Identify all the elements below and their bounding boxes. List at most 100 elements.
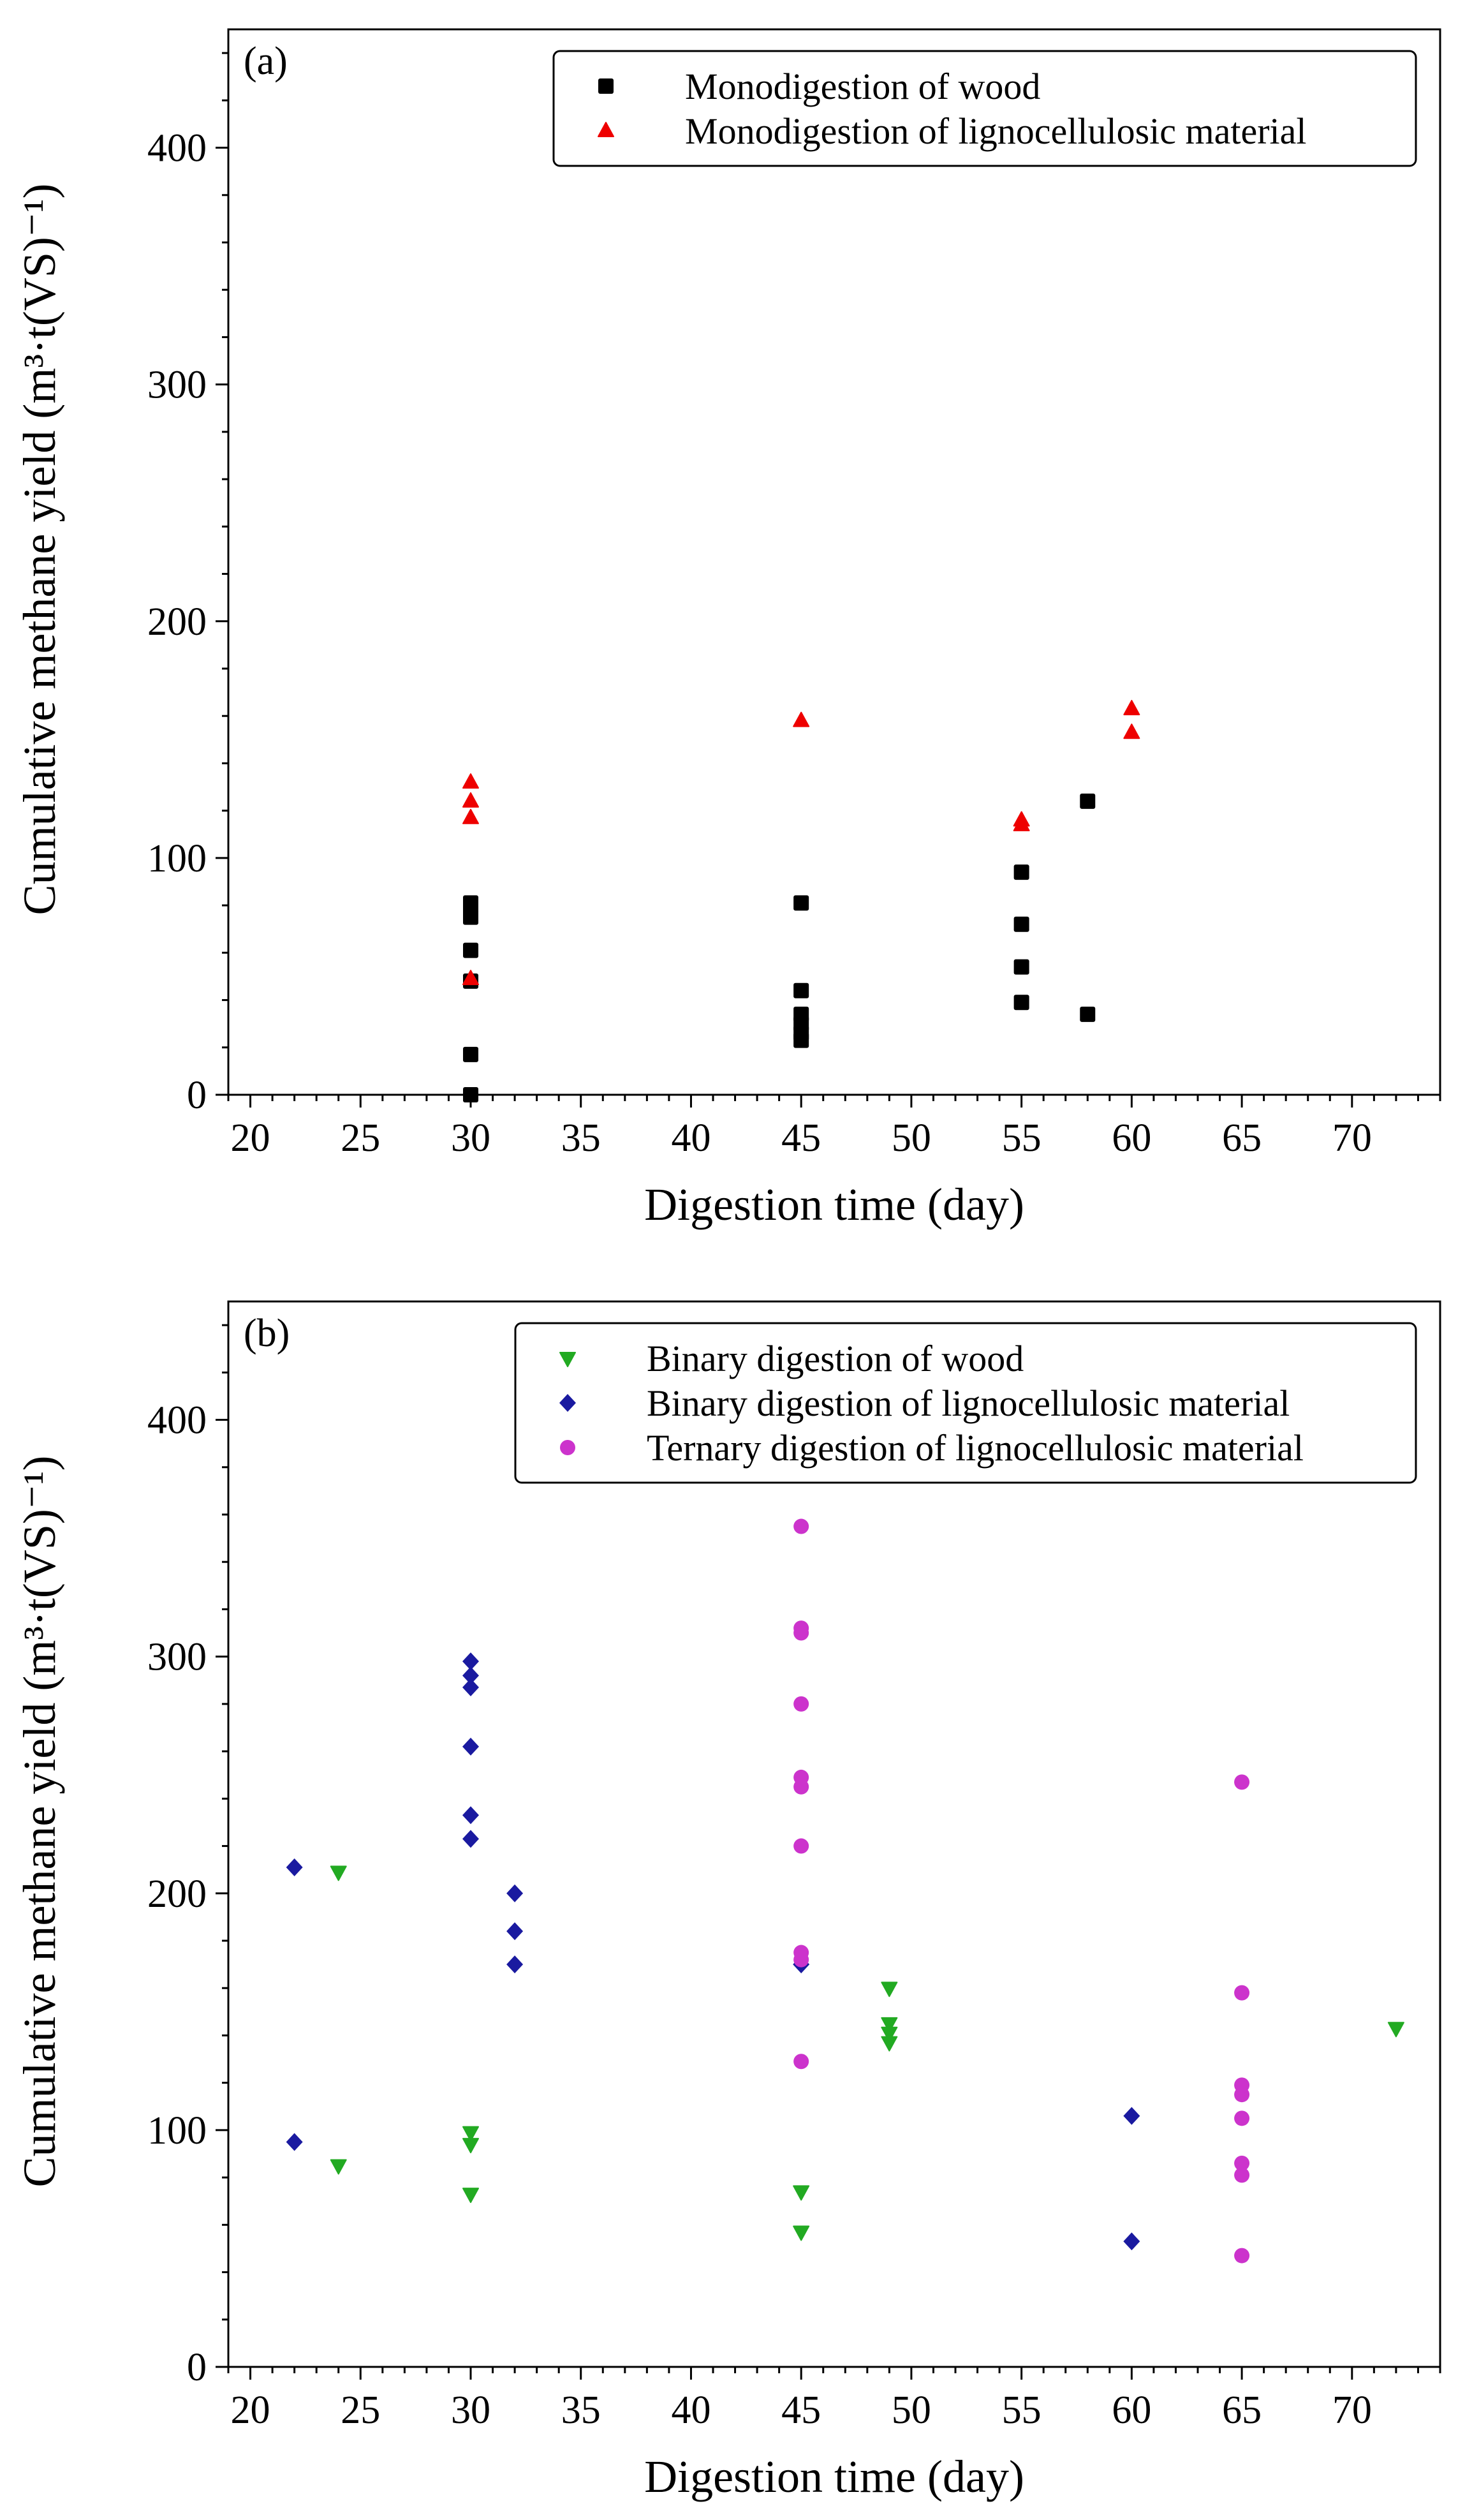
x-axis-label-a: Digestion time (day) [644, 1179, 1024, 1230]
x-tick-label-b-65: 65 [1222, 2389, 1262, 2432]
data-point-b-2-2 [793, 1945, 809, 1960]
x-tick-label-b-35: 35 [561, 2389, 601, 2432]
data-point-b-1-7 [462, 1652, 479, 1671]
data-point-a-1-7 [1123, 723, 1140, 739]
data-point-b-0-2 [462, 2188, 479, 2204]
x-tick-label-a-70: 70 [1332, 1116, 1372, 1160]
data-point-a-1-2 [462, 792, 479, 808]
x-tick-label-b-45: 45 [781, 2389, 821, 2432]
x-axis-label-b: Digestion time (day) [644, 2451, 1024, 2502]
y-tick-label-a-200: 200 [147, 600, 207, 644]
data-point-b-0-1 [330, 1865, 347, 1881]
plot-frame-b [227, 1300, 1441, 2368]
data-point-b-2-13 [1234, 2110, 1250, 2126]
x-tick-label-b-55: 55 [1002, 2389, 1042, 2432]
y-tick-label-b-300: 300 [147, 1636, 207, 1679]
x-tick-label-a-60: 60 [1112, 1116, 1151, 1160]
data-point-b-1-12 [1123, 2232, 1140, 2251]
plot-frame-a [227, 28, 1441, 1096]
legend-label-b-2: Ternary digestion of lignocellulosic mat… [647, 1427, 1304, 1469]
x-tick-label-a-40: 40 [671, 1116, 710, 1160]
legend-label-b-1: Binary digestion of lignocellulosic mate… [647, 1382, 1290, 1424]
data-point-a-0-11 [793, 982, 809, 998]
data-point-b-0-5 [793, 2225, 810, 2241]
data-point-b-1-0 [286, 2133, 303, 2151]
data-point-b-0-0 [330, 2159, 347, 2175]
data-point-b-1-6 [462, 1666, 479, 1685]
x-tick-label-a-25: 25 [341, 1116, 380, 1160]
panel-a: 20 25 30 35 40 45 50 55 60 65 70 0 100 200 300 400 Diges… [14, 28, 1441, 1230]
data-point-b-0-4 [462, 2126, 479, 2142]
data-point-b-2-8 [793, 1620, 809, 1636]
panel-label-b: (b) [244, 1312, 290, 1355]
x-tick-label-a-30: 30 [451, 1116, 490, 1160]
legend-box-b [514, 1322, 1417, 1484]
data-point-a-0-12 [793, 895, 809, 911]
data-point-b-0-10 [881, 1982, 898, 1997]
panel-b: 20 25 30 35 40 45 50 55 60 65 70 0 100 200 300 400 Diges… [14, 1300, 1441, 2502]
data-point-b-2-0 [793, 2054, 809, 2070]
data-point-b-1-10 [506, 1884, 524, 1902]
data-point-b-0-9 [881, 2017, 898, 2033]
x-tick-label-a-45: 45 [781, 1116, 821, 1160]
x-tick-label-a-35: 35 [561, 1116, 601, 1160]
legend-label-a-1: Monodigestion of lignocellulosic materia… [685, 110, 1307, 152]
data-point-b-1-5 [462, 1678, 479, 1696]
y-tick-label-a-0: 0 [187, 1074, 207, 1117]
data-point-b-2-15 [1234, 2077, 1250, 2093]
data-point-b-0-11 [1387, 2022, 1404, 2038]
data-point-a-1-1 [462, 808, 479, 824]
x-tick-label-b-60: 60 [1112, 2389, 1151, 2432]
data-point-b-2-10 [1234, 2248, 1250, 2264]
x-tick-label-b-50: 50 [892, 2389, 931, 2432]
data-point-a-0-17 [1080, 1006, 1096, 1022]
data-point-b-2-6 [793, 1696, 809, 1712]
data-point-a-0-3 [463, 942, 478, 958]
x-tick-label-b-30: 30 [451, 2389, 490, 2432]
data-point-a-1-0 [462, 970, 479, 986]
data-point-a-0-18 [1080, 793, 1096, 809]
panel-label-a: (a) [244, 40, 288, 83]
y-tick-label-b-0: 0 [187, 2346, 207, 2389]
data-point-b-2-17 [1234, 1774, 1250, 1790]
x-tick-label-b-70: 70 [1332, 2389, 1372, 2432]
data-point-a-0-6 [463, 895, 478, 911]
x-tick-label-b-40: 40 [671, 2389, 710, 2432]
series-a-1 [462, 700, 1140, 986]
data-point-b-2-5 [793, 1769, 809, 1785]
data-point-a-1-4 [793, 711, 810, 727]
data-point-a-1-3 [462, 773, 479, 789]
y-axis-label-b: Cumulative methane yield (m³·t(VS)⁻¹) [14, 1456, 65, 2188]
data-point-b-2-16 [1234, 1985, 1250, 2001]
data-point-b-1-13 [1123, 2107, 1140, 2125]
data-point-a-0-13 [1013, 995, 1029, 1011]
data-point-b-2-3 [793, 1838, 809, 1854]
data-point-b-0-6 [793, 2185, 810, 2201]
legend-marker-a-0 [598, 78, 614, 94]
x-tick-label-a-65: 65 [1222, 1116, 1262, 1160]
data-point-b-1-2 [462, 1830, 479, 1848]
series-b-2 [793, 1518, 1250, 2264]
data-point-b-1-4 [462, 1737, 479, 1756]
legend-marker-b-0 [559, 1352, 576, 1367]
x-tick-label-a-20: 20 [231, 1116, 270, 1160]
y-tick-label-b-100: 100 [147, 2109, 207, 2153]
legend-marker-b-2 [560, 1440, 575, 1455]
data-point-a-0-1 [463, 1046, 478, 1062]
y-tick-label-a-300: 300 [147, 364, 207, 407]
series-b-0 [330, 1865, 1404, 2241]
data-point-b-2-12 [1234, 2155, 1250, 2171]
series-a-0 [463, 793, 1096, 1102]
y-tick-label-a-100: 100 [147, 837, 207, 880]
data-point-b-1-8 [506, 1955, 524, 1974]
data-point-a-1-6 [1013, 811, 1030, 827]
legend-marker-b-1 [559, 1394, 576, 1412]
legend-label-b-0: Binary digestion of wood [647, 1338, 1024, 1379]
data-point-a-0-10 [793, 1006, 809, 1022]
y-axis-label-a: Cumulative methane yield (m³·t(VS)⁻¹) [14, 184, 65, 915]
x-tick-label-b-20: 20 [231, 2389, 270, 2432]
x-tick-label-b-25: 25 [341, 2389, 380, 2432]
